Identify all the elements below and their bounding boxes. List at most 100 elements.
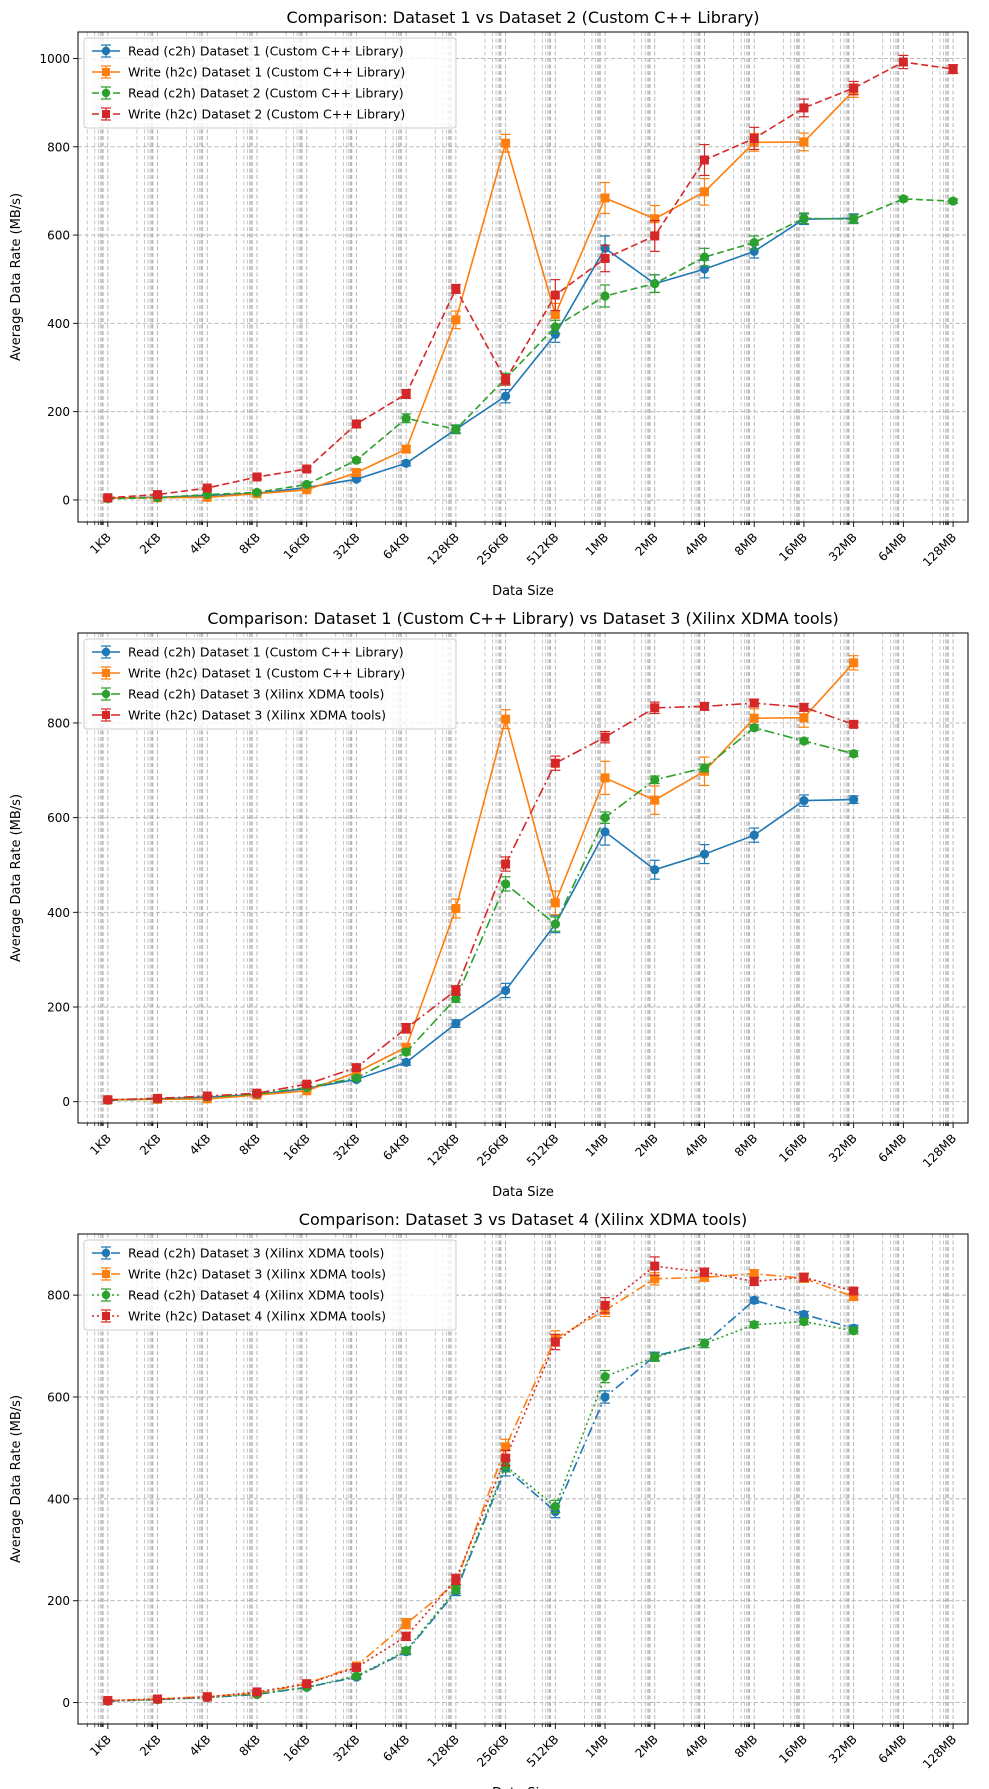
data-point [550, 919, 560, 929]
x-axis-label: Data Size [492, 1786, 554, 1789]
data-point [849, 658, 859, 668]
x-tick-label: 16KB [281, 530, 313, 562]
data-point [451, 1018, 461, 1029]
x-tick-label: 4KB [187, 530, 214, 557]
x-tick-label: 128MB [920, 1131, 959, 1170]
data-point [500, 879, 511, 889]
x-tick-label: 32KB [330, 1131, 362, 1163]
x-tick-label: 8KB [236, 530, 263, 557]
legend-label: Write (h2c) Dataset 2 (Custom C++ Librar… [128, 107, 405, 122]
legend-marker [102, 68, 110, 76]
data-point [401, 413, 411, 423]
data-point [799, 1309, 809, 1320]
y-tick-label: 200 [47, 1594, 70, 1608]
data-point [799, 795, 809, 806]
data-point [898, 57, 908, 67]
data-point [849, 1326, 859, 1336]
legend-marker [101, 1290, 111, 1300]
series-line [107, 1299, 854, 1702]
data-point [252, 487, 262, 498]
chart-title: Comparison: Dataset 1 (Custom C++ Librar… [207, 609, 838, 628]
y-tick-label: 0 [62, 1095, 70, 1109]
legend-item: Read (c2h) Dataset 4 (Xilinx XDMA tools) [92, 1288, 384, 1303]
data-point [699, 701, 709, 711]
x-tick-label: 16MB [776, 530, 810, 564]
data-point [898, 194, 908, 204]
data-point [799, 213, 809, 223]
chart-2: Comparison: Dataset 1 (Custom C++ Librar… [9, 609, 969, 1200]
series-line [107, 662, 855, 1101]
legend: Read (c2h) Dataset 1 (Custom C++ Library… [83, 37, 457, 129]
data-point [849, 749, 859, 759]
y-tick-label: 800 [47, 716, 70, 730]
x-tick-label: 2KB [137, 1732, 164, 1759]
legend-marker [102, 1312, 110, 1320]
data-point [302, 1679, 312, 1689]
legend-label: Write (h2c) Dataset 3 (Xilinx XDMA tools… [128, 708, 386, 723]
data-point [550, 329, 560, 339]
legend-marker [102, 669, 110, 677]
series-4 [102, 698, 859, 1105]
data-point [650, 1261, 660, 1271]
legend: Read (c2h) Dataset 3 (Xilinx XDMA tools)… [83, 1239, 457, 1331]
data-point [600, 1300, 610, 1310]
data-point [550, 1337, 560, 1347]
data-point [600, 1372, 610, 1382]
data-point [749, 830, 759, 840]
data-point [501, 138, 511, 148]
x-axis: 1KB 2KB 4KB 8KB 16KB 32KB 64KB 128KB 256KB 512KB 1… [86, 522, 959, 569]
x-tick-label: 8MB [732, 1732, 760, 1760]
x-tick-label: 2KB [137, 1131, 164, 1158]
y-tick-label: 1000 [39, 52, 70, 66]
series-3 [102, 1317, 859, 1706]
data-point [650, 214, 660, 224]
x-tick-label: 8MB [732, 530, 760, 558]
data-point [451, 315, 461, 325]
data-point [401, 1619, 411, 1629]
data-point [401, 389, 411, 399]
data-point [799, 713, 809, 723]
x-tick-label: 4MB [682, 530, 710, 558]
legend-box [83, 1239, 457, 1331]
x-tick-label: 128MB [920, 530, 959, 569]
data-point [500, 985, 511, 996]
x-axis-label: Data Size [492, 584, 554, 599]
legend-marker [101, 1248, 111, 1258]
x-tick-label: 4MB [682, 1131, 710, 1159]
series-line [107, 726, 854, 1102]
x-tick-label: 1MB [583, 530, 611, 558]
data-point [401, 1047, 411, 1057]
x-tick-label: 256KB [474, 530, 511, 567]
legend-label: Read (c2h) Dataset 2 (Custom C++ Library… [128, 86, 404, 101]
y-axis: 0 200 400 600 800 [47, 716, 78, 1109]
data-point [252, 1088, 262, 1098]
data-point [401, 1631, 411, 1641]
series-line [107, 702, 854, 1101]
series-line [107, 61, 954, 499]
x-tick-label: 4KB [187, 1131, 214, 1158]
legend-marker [101, 46, 111, 56]
data-point [500, 391, 511, 401]
legend-box [83, 37, 457, 129]
x-tick-label: 128MB [920, 1732, 959, 1771]
data-point [103, 1095, 113, 1105]
series-line [107, 198, 954, 500]
series-line [107, 217, 854, 499]
data-point [600, 813, 610, 823]
data-point [799, 137, 809, 147]
data-point [351, 1671, 362, 1681]
data-point [302, 485, 312, 495]
x-tick-label: 64KB [380, 530, 412, 562]
legend-marker [101, 647, 111, 657]
legend-box [83, 638, 457, 730]
data-point [351, 1662, 361, 1672]
data-point [849, 1292, 859, 1302]
data-point [600, 253, 610, 263]
data-point [600, 291, 610, 301]
chart-1: Comparison: Dataset 1 vs Dataset 2 (Cust… [9, 8, 969, 599]
x-tick-label: 512KB [524, 530, 561, 567]
legend-label: Write (h2c) Dataset 1 (Custom C++ Librar… [128, 65, 405, 80]
legend-label: Read (c2h) Dataset 3 (Xilinx XDMA tools) [128, 687, 384, 702]
y-tick-label: 0 [62, 493, 70, 507]
